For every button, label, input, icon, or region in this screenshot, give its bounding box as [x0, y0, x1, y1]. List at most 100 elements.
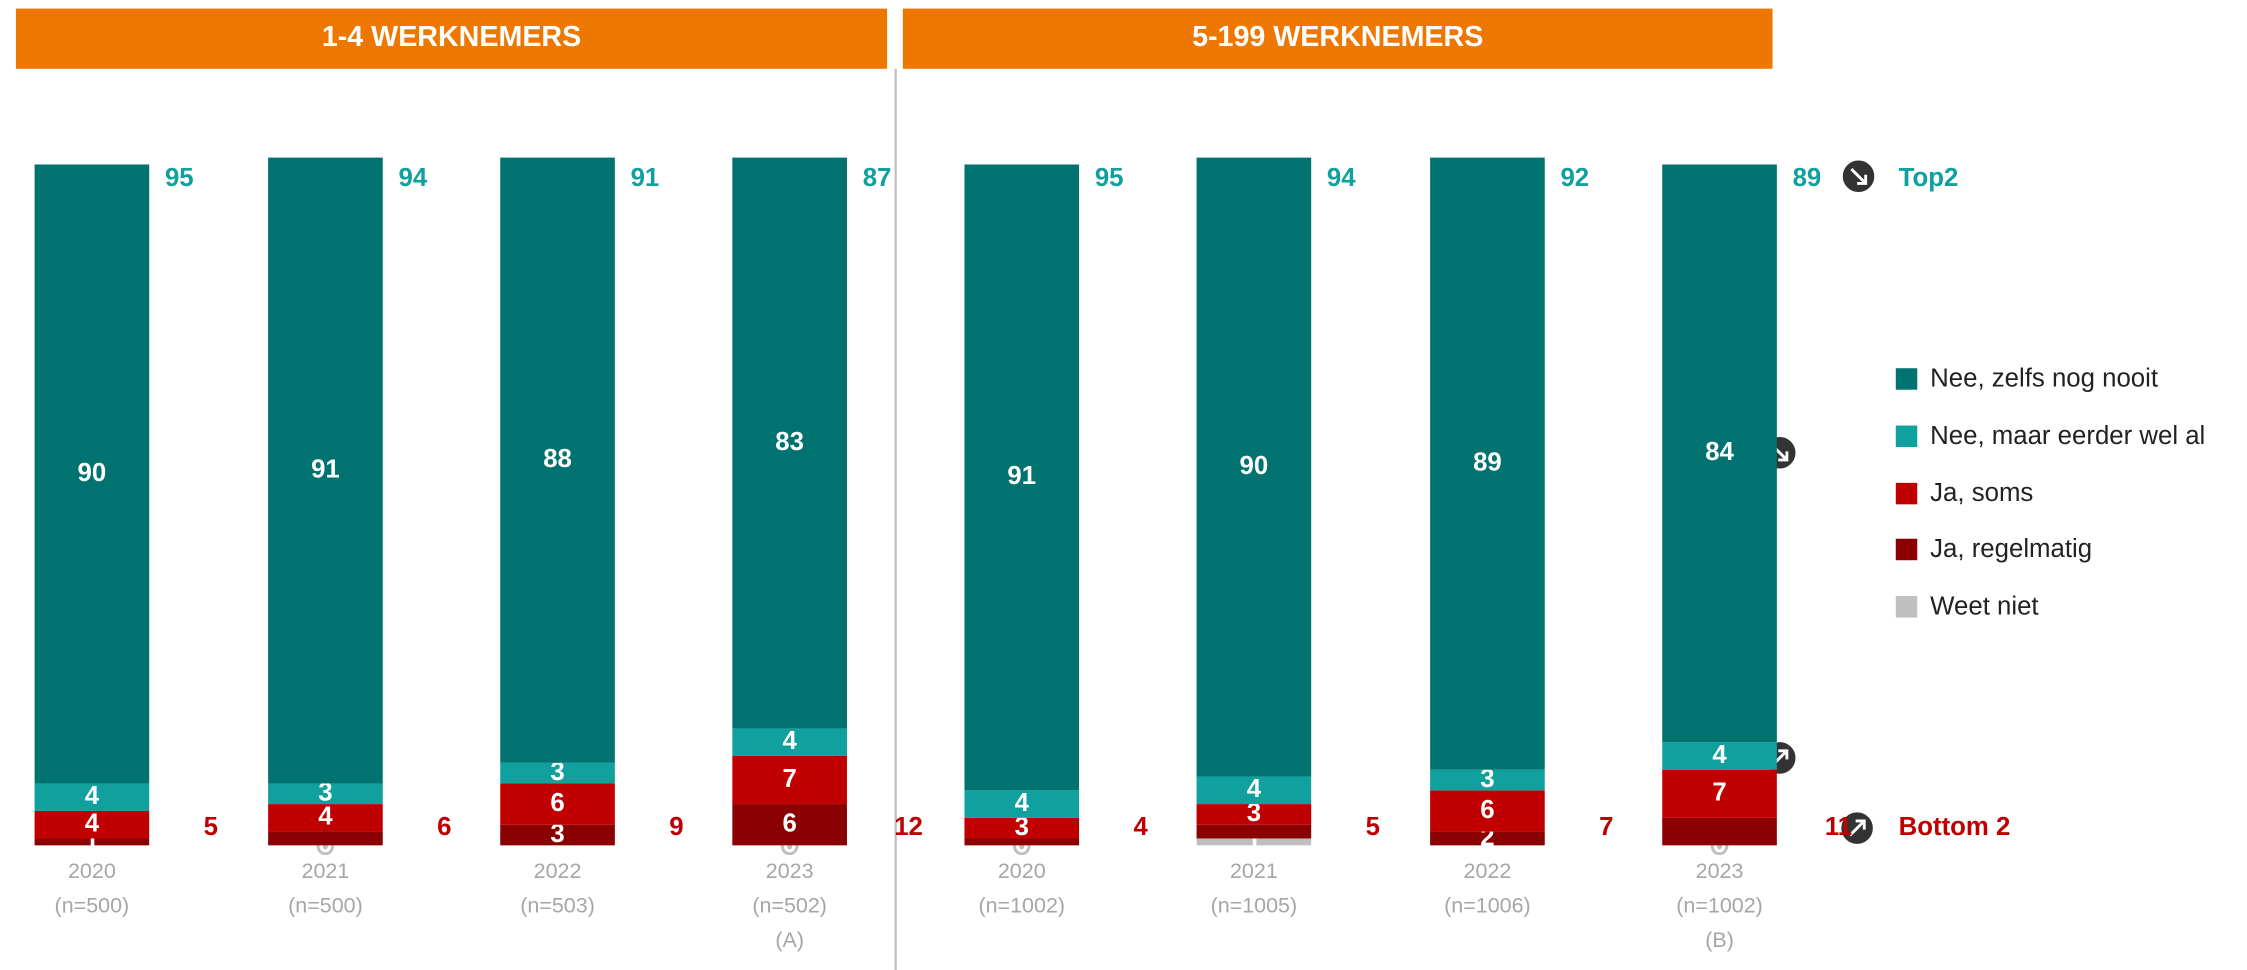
- segment-label: 3: [550, 758, 564, 786]
- group-letter: (B): [1705, 928, 1734, 952]
- segment-label: 4: [85, 782, 100, 810]
- bottom2-label: 5: [1366, 813, 1380, 841]
- segment-label: 89: [1473, 448, 1502, 476]
- segment-label: 91: [1007, 462, 1036, 490]
- sample-size: (n=1002): [1676, 894, 1763, 918]
- bar-segment: [964, 817, 1080, 839]
- bar-segment: [1196, 776, 1312, 805]
- bar-segment: [1196, 824, 1312, 839]
- segment-label: 3: [1480, 765, 1494, 793]
- segment-label: 7: [782, 765, 796, 793]
- bar-segment: [34, 838, 150, 846]
- top2-label: 87: [863, 164, 892, 192]
- bar-segment: [1196, 157, 1312, 777]
- group-letter: (A): [775, 928, 804, 952]
- x-tick-label: 2021: [1230, 859, 1278, 883]
- bar-segment: [268, 783, 383, 805]
- bottom2-label: 9: [669, 813, 683, 841]
- bar-segment: [732, 728, 847, 756]
- sample-size: (n=500): [288, 894, 363, 918]
- segment-label: 3: [1015, 813, 1029, 841]
- bar-segment: [500, 157, 615, 763]
- bar-segment: [1430, 157, 1545, 770]
- group-title: 5-199 WERKNEMERS: [1192, 21, 1483, 53]
- top2-label: 95: [165, 164, 194, 192]
- sample-size: (n=1006): [1444, 894, 1531, 918]
- bar-segment: [34, 164, 150, 784]
- sample-size: (n=503): [520, 894, 595, 918]
- bottom2-label: 7: [1599, 813, 1613, 841]
- bottom2-label: 4: [1134, 813, 1149, 841]
- legend-label: Weet niet: [1930, 592, 2038, 620]
- sample-size: (n=502): [752, 894, 827, 918]
- segment-label: 91: [311, 455, 340, 483]
- bar-segment: [268, 804, 383, 832]
- segment-label: 4: [318, 803, 333, 831]
- bar-segment: [1662, 769, 1777, 818]
- bar-segment: [1662, 164, 1777, 743]
- top2-label: 89: [1793, 164, 1822, 192]
- segment-label: 90: [1240, 452, 1269, 480]
- group-header: [902, 8, 1773, 69]
- bar-segment: [34, 810, 150, 839]
- bar-segment: [1430, 790, 1545, 832]
- bar-segment: [1662, 817, 1777, 846]
- bar-segment: [1662, 742, 1777, 770]
- segment-label: 84: [1705, 438, 1734, 466]
- bar-segment: [732, 157, 847, 729]
- top2-label: 91: [631, 164, 660, 192]
- bar-segment: [500, 824, 615, 846]
- legend-swatch: [1895, 596, 1918, 618]
- x-tick-label: 2020: [68, 859, 116, 883]
- top2-label: 92: [1560, 164, 1589, 192]
- bar-segment: [500, 783, 615, 825]
- segment-label: 3: [550, 820, 564, 848]
- bar-segment: [1430, 831, 1545, 846]
- bar-segment: [500, 762, 615, 784]
- top2-label: 95: [1095, 164, 1124, 192]
- sample-size: (n=500): [55, 894, 130, 918]
- segment-label: 90: [78, 459, 107, 487]
- x-tick-label: 2023: [766, 859, 814, 883]
- x-tick-label: 2021: [302, 859, 350, 883]
- bottom2-title: Bottom 2: [1899, 813, 2011, 841]
- trend-arrow: [1850, 168, 1868, 185]
- x-tick-label: 2022: [534, 859, 582, 883]
- sample-size: (n=1002): [978, 894, 1065, 918]
- bar-segment: [964, 164, 1080, 791]
- group-header: [15, 8, 888, 69]
- bar-segment: [34, 783, 150, 811]
- segment-label: 88: [543, 445, 572, 473]
- segment-label: 4: [1015, 789, 1030, 817]
- bottom2-label: 6: [437, 813, 451, 841]
- bar-segment: [268, 157, 383, 784]
- sample-size: (n=1005): [1211, 894, 1298, 918]
- legend-label: Nee, zelfs nog nooit: [1930, 365, 2158, 393]
- legend-label: Ja, regelmatig: [1930, 535, 2092, 563]
- segment-label: 7: [1712, 779, 1726, 807]
- bar-segment: [964, 838, 1080, 846]
- segment-label: 6: [550, 789, 564, 817]
- legend-swatch: [1895, 425, 1918, 448]
- segment-label: 4: [1247, 775, 1262, 803]
- segment-label: 4: [85, 810, 100, 838]
- bottom2-label: 12: [894, 813, 923, 841]
- x-tick-label: 2020: [998, 859, 1046, 883]
- group-title: 1-4 WERKNEMERS: [322, 21, 581, 53]
- segment-label: 3: [1247, 799, 1261, 827]
- bottom2-label: 11: [1825, 813, 1852, 841]
- bar-segment: [268, 831, 383, 846]
- legend-swatch: [1895, 368, 1918, 390]
- segment-label: 83: [775, 428, 804, 456]
- segment-label: 6: [1480, 796, 1494, 824]
- bottom2-label: 5: [204, 813, 218, 841]
- top2-label: 94: [1327, 164, 1356, 192]
- bar-segment: [732, 804, 847, 846]
- x-tick-label: 2022: [1464, 859, 1512, 883]
- trend-arrow: [1848, 819, 1866, 837]
- legend-label: Ja, soms: [1930, 479, 2033, 507]
- segment-label: 3: [318, 779, 332, 807]
- bar-segment: [1196, 804, 1312, 825]
- legend-label: Nee, maar eerder wel al: [1930, 422, 2205, 450]
